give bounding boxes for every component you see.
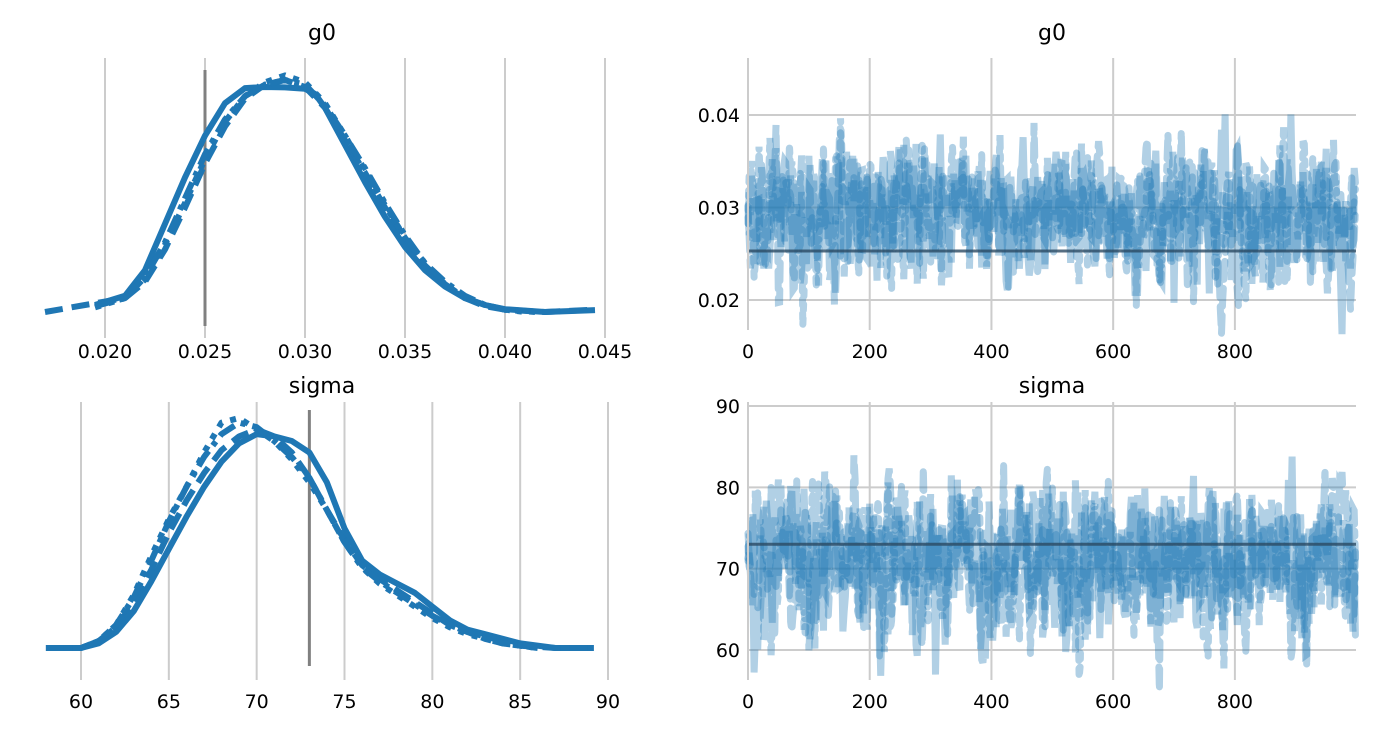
x-tick-label: 0.035 [378,341,432,363]
x-tick-label: 600 [1095,341,1131,363]
kde-line-chain-0 [45,431,594,651]
x-tick-label: 0.040 [478,341,532,363]
x-tick-label: 90 [596,691,620,713]
x-tick-label: 0.045 [578,341,632,363]
x-tick-label: 400 [973,691,1009,713]
panel-title: sigma [289,374,355,399]
trace-line-chain-0 [744,456,1359,676]
kde-line-chain-3 [79,419,539,651]
y-tick-label: 80 [716,477,740,499]
kde-line-chain-0 [94,84,596,315]
x-tick-label: 800 [1217,341,1253,363]
y-tick-label: 0.03 [698,198,740,220]
kde-line-chain-1 [44,77,596,315]
panel-kde-g0: 0.020 0.025 0.030 0.035 0.040 0.045 g0 [44,21,632,363]
panel-kde-sigma: 60 65 70 75 80 85 90 sigma [45,374,620,713]
x-tick-label: 200 [852,341,888,363]
y-tick-label: 70 [716,559,740,581]
x-tick-label: 65 [157,691,181,713]
kde-line-chain-3 [94,77,526,315]
trace-line-chain-3 [744,127,1359,307]
y-tick-label: 90 [716,396,740,418]
panel-trace-sigma: 0 200 400 600 800 60 70 80 90 sigma [716,374,1359,713]
x-tick-label: 800 [1217,691,1253,713]
kde-line-chain-2 [94,72,536,315]
x-tick-label: 85 [508,691,532,713]
panel-title: g0 [308,21,336,46]
y-tick-label: 0.04 [698,105,740,127]
x-tick-label: 0 [742,691,754,713]
x-tick-label: 200 [852,691,888,713]
trace-line-chain-1 [744,455,1359,691]
panel-title: g0 [1038,21,1066,46]
x-tick-label: 400 [973,341,1009,363]
x-tick-label: 70 [245,691,269,713]
kde-line-chain-1 [45,426,594,651]
x-tick-label: 0.020 [78,341,132,363]
x-tick-label: 0 [742,341,754,363]
x-tick-label: 75 [332,691,356,713]
y-tick-label: 0.02 [698,290,740,312]
trace-line-chain-2 [744,118,1359,326]
trace-line-chain-0 [744,114,1359,335]
x-tick-label: 0.025 [178,341,232,363]
panel-title: sigma [1019,374,1085,399]
y-tick-label: 60 [716,640,740,662]
trace-line-chain-1 [744,122,1359,334]
x-tick-label: 60 [69,691,93,713]
x-tick-label: 600 [1095,691,1131,713]
x-tick-label: 80 [420,691,444,713]
trace-line-chain-3 [744,463,1359,669]
x-tick-label: 0.030 [278,341,332,363]
panel-trace-g0: 0 200 400 600 800 0.02 0.03 0.04 g0 [698,21,1359,363]
